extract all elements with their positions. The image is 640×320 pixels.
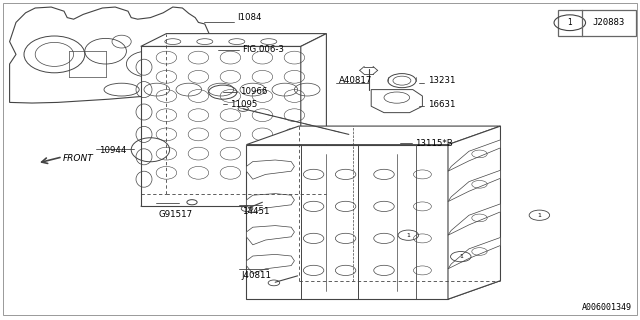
Polygon shape bbox=[448, 126, 500, 299]
Text: 11095: 11095 bbox=[230, 100, 258, 109]
Text: 13115*B: 13115*B bbox=[415, 139, 452, 148]
Polygon shape bbox=[141, 194, 326, 206]
Polygon shape bbox=[246, 226, 294, 245]
Polygon shape bbox=[448, 170, 500, 202]
Text: FRONT: FRONT bbox=[63, 154, 93, 163]
Polygon shape bbox=[371, 90, 422, 113]
Text: I1084: I1084 bbox=[237, 13, 261, 22]
Polygon shape bbox=[141, 34, 326, 46]
Text: A40817: A40817 bbox=[339, 76, 372, 85]
Text: 1: 1 bbox=[459, 254, 463, 259]
Text: 14451: 14451 bbox=[242, 207, 269, 216]
Polygon shape bbox=[246, 126, 500, 145]
Text: 13231: 13231 bbox=[428, 76, 455, 85]
Text: 10944: 10944 bbox=[99, 146, 127, 155]
Text: 1: 1 bbox=[568, 18, 572, 27]
Text: G91517: G91517 bbox=[159, 210, 193, 219]
Polygon shape bbox=[10, 7, 211, 103]
Text: J20883: J20883 bbox=[593, 18, 625, 27]
Text: 16631: 16631 bbox=[428, 100, 455, 109]
Text: 1: 1 bbox=[406, 233, 410, 238]
Polygon shape bbox=[301, 34, 326, 206]
Polygon shape bbox=[246, 160, 294, 179]
Polygon shape bbox=[448, 140, 500, 171]
Text: FIG.006-3: FIG.006-3 bbox=[242, 45, 284, 54]
Polygon shape bbox=[141, 46, 301, 206]
Text: A006001349: A006001349 bbox=[582, 303, 632, 312]
Polygon shape bbox=[246, 281, 500, 299]
Polygon shape bbox=[448, 237, 500, 269]
Polygon shape bbox=[246, 194, 294, 213]
Text: 1: 1 bbox=[538, 213, 541, 218]
Polygon shape bbox=[246, 145, 448, 299]
Text: J40811: J40811 bbox=[242, 271, 272, 280]
Polygon shape bbox=[448, 204, 500, 235]
Polygon shape bbox=[246, 254, 294, 274]
FancyBboxPatch shape bbox=[558, 10, 636, 36]
Text: 10966: 10966 bbox=[240, 87, 268, 96]
